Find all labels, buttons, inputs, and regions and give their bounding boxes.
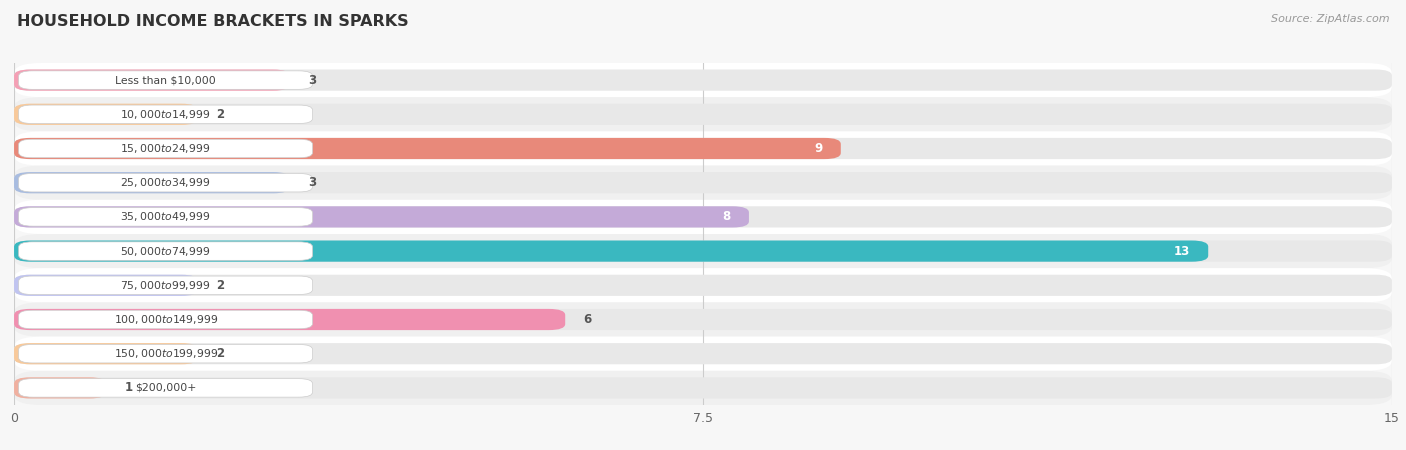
FancyBboxPatch shape (14, 206, 749, 228)
FancyBboxPatch shape (18, 139, 312, 158)
Text: $75,000 to $99,999: $75,000 to $99,999 (121, 279, 211, 292)
FancyBboxPatch shape (14, 343, 1392, 364)
FancyBboxPatch shape (14, 234, 1392, 268)
Text: 9: 9 (814, 142, 823, 155)
Text: $50,000 to $74,999: $50,000 to $74,999 (121, 245, 211, 257)
FancyBboxPatch shape (14, 337, 1392, 371)
FancyBboxPatch shape (14, 268, 1392, 302)
FancyBboxPatch shape (14, 206, 1392, 228)
FancyBboxPatch shape (18, 344, 312, 363)
Text: 1: 1 (124, 382, 132, 394)
FancyBboxPatch shape (14, 274, 1392, 296)
FancyBboxPatch shape (14, 309, 565, 330)
FancyBboxPatch shape (18, 71, 312, 90)
FancyBboxPatch shape (14, 104, 198, 125)
FancyBboxPatch shape (14, 200, 1392, 234)
FancyBboxPatch shape (14, 274, 198, 296)
FancyBboxPatch shape (14, 69, 290, 91)
FancyBboxPatch shape (18, 242, 312, 261)
Text: Less than $10,000: Less than $10,000 (115, 75, 217, 85)
Text: $100,000 to $149,999: $100,000 to $149,999 (114, 313, 218, 326)
FancyBboxPatch shape (14, 166, 1392, 200)
Text: HOUSEHOLD INCOME BRACKETS IN SPARKS: HOUSEHOLD INCOME BRACKETS IN SPARKS (17, 14, 409, 28)
FancyBboxPatch shape (14, 63, 1392, 97)
Text: Source: ZipAtlas.com: Source: ZipAtlas.com (1271, 14, 1389, 23)
Text: 13: 13 (1174, 245, 1189, 257)
FancyBboxPatch shape (14, 172, 1392, 194)
Text: 3: 3 (308, 176, 316, 189)
Text: 2: 2 (217, 347, 225, 360)
FancyBboxPatch shape (14, 377, 105, 399)
Text: 8: 8 (723, 211, 731, 223)
FancyBboxPatch shape (18, 276, 312, 295)
Text: $15,000 to $24,999: $15,000 to $24,999 (121, 142, 211, 155)
FancyBboxPatch shape (18, 173, 312, 192)
FancyBboxPatch shape (14, 240, 1208, 262)
FancyBboxPatch shape (14, 377, 1392, 399)
Text: $25,000 to $34,999: $25,000 to $34,999 (121, 176, 211, 189)
FancyBboxPatch shape (14, 138, 841, 159)
Text: $10,000 to $14,999: $10,000 to $14,999 (121, 108, 211, 121)
FancyBboxPatch shape (14, 309, 1392, 330)
Text: 2: 2 (217, 108, 225, 121)
FancyBboxPatch shape (14, 343, 198, 364)
Text: 6: 6 (583, 313, 592, 326)
FancyBboxPatch shape (14, 69, 1392, 91)
FancyBboxPatch shape (14, 97, 1392, 131)
Text: $200,000+: $200,000+ (135, 383, 197, 393)
FancyBboxPatch shape (14, 104, 1392, 125)
Text: 2: 2 (217, 279, 225, 292)
FancyBboxPatch shape (14, 138, 1392, 159)
FancyBboxPatch shape (14, 131, 1392, 166)
FancyBboxPatch shape (14, 371, 1392, 405)
Text: $150,000 to $199,999: $150,000 to $199,999 (114, 347, 218, 360)
FancyBboxPatch shape (18, 310, 312, 329)
FancyBboxPatch shape (18, 105, 312, 124)
Text: 3: 3 (308, 74, 316, 86)
FancyBboxPatch shape (14, 240, 1392, 262)
FancyBboxPatch shape (18, 378, 312, 397)
Text: $35,000 to $49,999: $35,000 to $49,999 (121, 211, 211, 223)
FancyBboxPatch shape (18, 207, 312, 226)
FancyBboxPatch shape (14, 172, 290, 194)
FancyBboxPatch shape (14, 302, 1392, 337)
